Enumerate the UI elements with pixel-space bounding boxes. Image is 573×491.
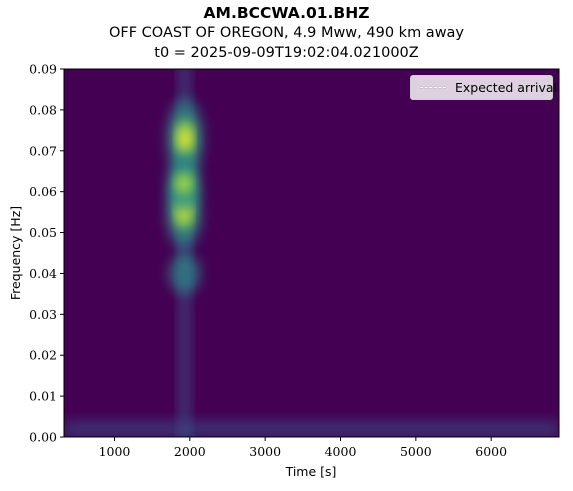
legend-label-expected-arrival: Expected arrival	[455, 80, 558, 95]
y-tick-label: 0.02	[29, 348, 57, 363]
y-tick-label: 0.04	[29, 266, 57, 281]
x-tick-label: 1000	[99, 444, 131, 459]
low-frequency-band	[64, 420, 559, 437]
chart-title-event: OFF COAST OF OREGON, 4.9 Mww, 490 km awa…	[108, 25, 465, 41]
plot-background	[64, 69, 559, 437]
hotspot-3	[169, 252, 200, 294]
x-tick-label: 3000	[249, 444, 281, 459]
x-axis-label: Time [s]	[285, 464, 337, 479]
plot-frame	[63, 68, 560, 438]
y-tick-label: 0.01	[29, 389, 57, 404]
legend: Expected arrival	[410, 75, 557, 100]
y-tick-label: 0.00	[29, 430, 57, 445]
x-tick-label: 6000	[475, 444, 507, 459]
y-tick-label: 0.07	[29, 143, 57, 158]
x-tick-label: 2000	[174, 444, 206, 459]
y-tick-label: 0.03	[29, 307, 57, 322]
x-tick-label: 5000	[400, 444, 432, 459]
hotspot-2	[167, 155, 201, 212]
chart-title-station: AM.BCCWA.01.BHZ	[203, 4, 370, 22]
y-tick-label: 0.05	[29, 225, 57, 240]
chart-title-origin: t0 = 2025-09-09T19:02:04.021000Z	[154, 45, 419, 61]
y-tick-label: 0.09	[29, 62, 57, 77]
hotspot-0	[166, 98, 203, 179]
legend-line-expected-arrival	[420, 87, 446, 88]
y-axis-label: Frequency [Hz]	[8, 206, 23, 300]
x-tick-label: 4000	[325, 444, 357, 459]
y-tick-label: 0.08	[29, 102, 57, 117]
y-tick-label: 0.06	[29, 184, 57, 199]
